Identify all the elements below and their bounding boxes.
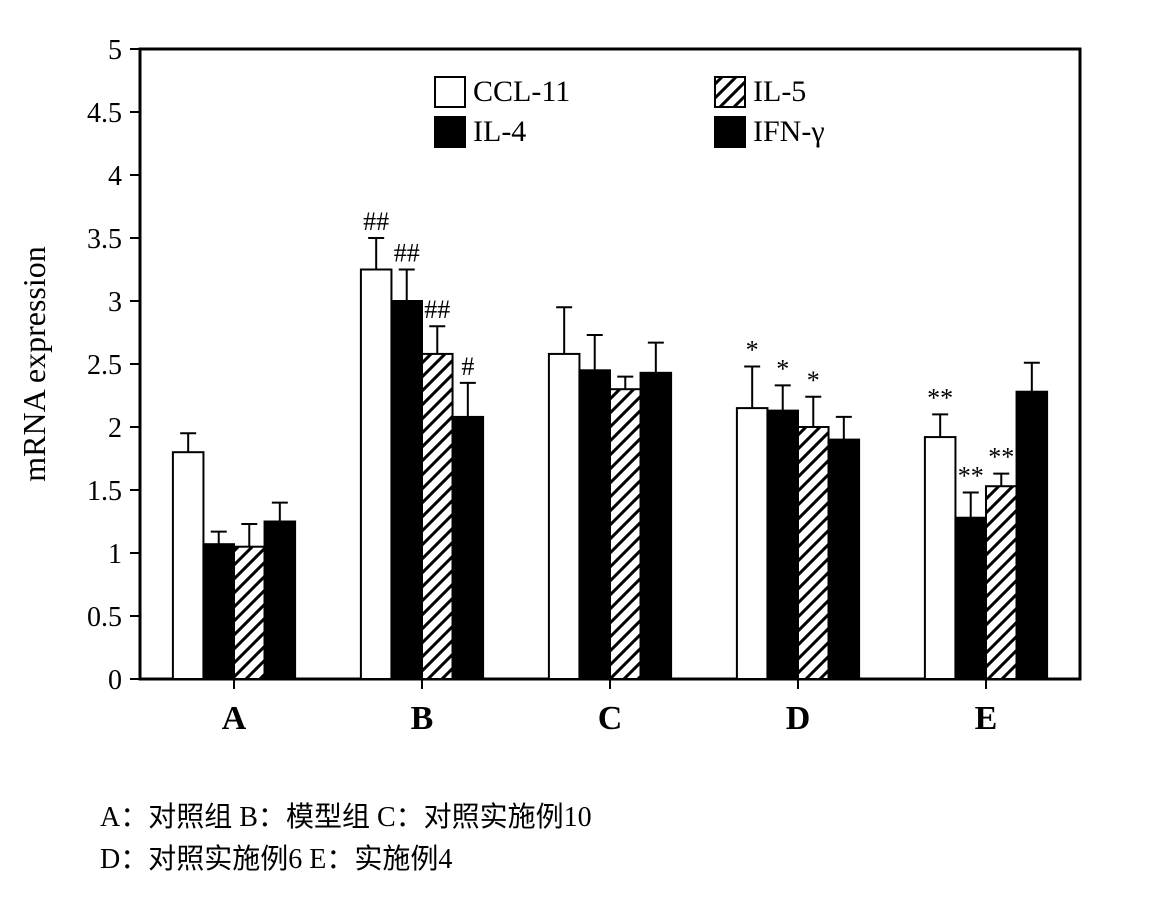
bar bbox=[767, 410, 798, 678]
bar bbox=[986, 486, 1017, 679]
caption: A：对照组 B：模型组 C：对照实施例10 D：对照实施例6 E：实施例4 bbox=[0, 797, 1158, 881]
x-tick-label: E bbox=[975, 700, 998, 737]
bar bbox=[610, 389, 641, 679]
significance-annotation: * bbox=[746, 335, 759, 364]
y-axis-label: mRNA expression bbox=[16, 246, 52, 482]
y-tick-label: 0 bbox=[108, 665, 122, 696]
y-tick-label: 2.5 bbox=[87, 350, 122, 381]
y-tick-label: 0.5 bbox=[87, 602, 122, 633]
y-tick-label: 4 bbox=[108, 161, 122, 192]
significance-annotation: ** bbox=[958, 461, 984, 490]
significance-annotation: ** bbox=[927, 383, 953, 412]
bar bbox=[737, 408, 768, 679]
significance-annotation: ## bbox=[394, 238, 420, 267]
x-tick-label: D bbox=[786, 700, 811, 737]
bar bbox=[1017, 391, 1048, 678]
bar bbox=[453, 416, 484, 678]
y-tick-label: 2 bbox=[108, 413, 122, 444]
y-tick-label: 1.5 bbox=[87, 476, 122, 507]
y-tick-label: 4.5 bbox=[87, 98, 122, 129]
bar bbox=[798, 427, 829, 679]
x-tick-label: B bbox=[411, 700, 434, 737]
bar bbox=[925, 437, 956, 679]
legend-label: IL-4 bbox=[473, 115, 526, 148]
significance-annotation: ## bbox=[363, 207, 389, 236]
x-tick-label: C bbox=[598, 700, 623, 737]
legend-label: IL-5 bbox=[753, 75, 806, 108]
legend-swatch bbox=[715, 117, 745, 147]
legend-label: IFN-γ bbox=[753, 115, 825, 148]
bar bbox=[203, 544, 234, 679]
figure: 00.511.522.533.544.55mRNA expressionAB##… bbox=[0, 29, 1158, 881]
significance-annotation: # bbox=[461, 351, 474, 380]
bar bbox=[391, 301, 422, 679]
significance-annotation: * bbox=[776, 354, 789, 383]
bar bbox=[955, 517, 986, 678]
bar bbox=[641, 372, 672, 678]
bar bbox=[265, 521, 296, 679]
bar-chart: 00.511.522.533.544.55mRNA expressionAB##… bbox=[0, 29, 1158, 789]
caption-line-2: D：对照实施例6 E：实施例4 bbox=[100, 839, 1158, 881]
y-tick-label: 1 bbox=[108, 539, 122, 570]
significance-annotation: * bbox=[807, 365, 820, 394]
bar bbox=[549, 353, 580, 678]
legend-swatch bbox=[435, 117, 465, 147]
bar bbox=[579, 370, 610, 679]
y-tick-label: 3.5 bbox=[87, 224, 122, 255]
caption-line-1: A：对照组 B：模型组 C：对照实施例10 bbox=[100, 797, 1158, 839]
bar bbox=[361, 269, 392, 679]
bar bbox=[234, 546, 265, 678]
y-tick-label: 5 bbox=[108, 35, 122, 66]
bar bbox=[422, 353, 453, 678]
bar bbox=[173, 452, 204, 679]
significance-annotation: ## bbox=[424, 295, 450, 324]
legend-swatch bbox=[715, 77, 745, 107]
y-tick-label: 3 bbox=[108, 287, 122, 318]
legend-swatch bbox=[435, 77, 465, 107]
significance-annotation: ** bbox=[988, 442, 1014, 471]
x-tick-label: A bbox=[222, 700, 247, 737]
bar bbox=[829, 439, 860, 678]
legend-label: CCL-11 bbox=[473, 75, 570, 108]
